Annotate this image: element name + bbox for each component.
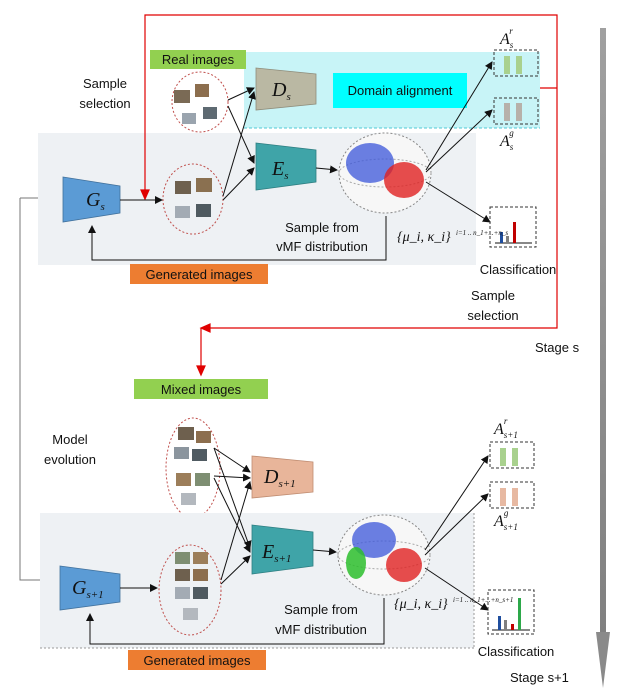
domain-alignment-box [333,73,467,108]
svg-text:Ds: Ds [271,79,291,103]
generated-images-label-s: Generated images [146,267,253,282]
generated-images-label-box-s [130,264,268,284]
vmf-caption-s1-1: Sample from [284,602,358,617]
vmf-formula-s: {μ_i, κ_i} [397,230,451,245]
model-evolution-1: Model [52,432,88,447]
svg-text:Ds+1: Ds+1 [263,466,296,490]
classification-plot-s1 [487,589,535,635]
discriminator-s1: Ds+1 [251,455,314,499]
model-evolution-2: evolution [44,452,96,467]
vmf-caption-s-2: vMF distribution [276,239,368,254]
bars-real-s1: As+1r [489,416,535,469]
generated-image-samples [162,163,224,235]
bars-gen-s: Asg [493,97,539,152]
generated-images-label-s1: Generated images [144,653,251,668]
sample-selection-loop [140,14,558,377]
real-images-label: Real images [162,52,235,67]
svg-text:As+1r: As+1r [493,416,518,440]
mixed-images-label-box [134,379,268,399]
svg-text:Es+1: Es+1 [261,541,291,565]
generator-s: Gs [62,176,121,223]
svg-text:Gs: Gs [86,189,105,213]
bars-real-s: Asr [493,26,539,77]
classification-label-s: Classification [480,262,557,277]
stage-progress-arrow [596,28,610,688]
mixed-images-label: Mixed images [161,382,242,397]
svg-text:Gs+1: Gs+1 [72,577,104,601]
encoder-s: Es [255,142,317,191]
svg-text:Es: Es [271,158,289,182]
real-images-label-box [150,50,246,69]
mixed-image-samples [165,417,221,519]
sample-selection-right-1: Sample [471,288,515,303]
vmf-caption-s1-2: vMF distribution [275,622,367,637]
sample-selection-left-line1: Sample [83,76,127,91]
bars-gen-s1: As+1g [489,481,535,532]
stage-s1-label: Stage s+1 [510,670,569,685]
classification-plot-s [489,206,537,248]
generator-s1: Gs+1 [59,565,121,611]
generated-image-samples-s1 [158,544,222,636]
sample-selection-left-label-2: selection [79,96,130,111]
vmf-sphere-s [338,132,432,214]
classification-label-s1: Classification [478,644,555,659]
encoder-s1: Es+1 [251,524,314,575]
vmf-sphere-s1 [337,514,431,596]
domain-alignment-label: Domain alignment [348,83,453,98]
discriminator-s: Ds [255,67,317,111]
svg-text:As+1g: As+1g [493,508,518,532]
stage2-arrows [86,447,489,645]
vmf-limits-s1: i=1 .. n_1+...+n_s+1 [453,596,513,604]
vmf-caption-s-1: Sample from [285,220,359,235]
sample-selection-left-label: Sample [83,76,127,91]
svg-text:Asr: Asr [499,26,514,50]
svg-text:Asg: Asg [499,128,514,152]
stage1-arrows [19,61,493,584]
vmf-formula-s1: {μ_i, κ_i} [394,597,448,612]
stage-s-label: Stage s [535,340,580,355]
generated-images-label-box-s1 [128,650,266,670]
sample-selection-right-2: selection [467,308,518,323]
real-image-samples [171,71,229,133]
vmf-limits-s: i=1 .. n_1+...+n_s [456,229,508,237]
